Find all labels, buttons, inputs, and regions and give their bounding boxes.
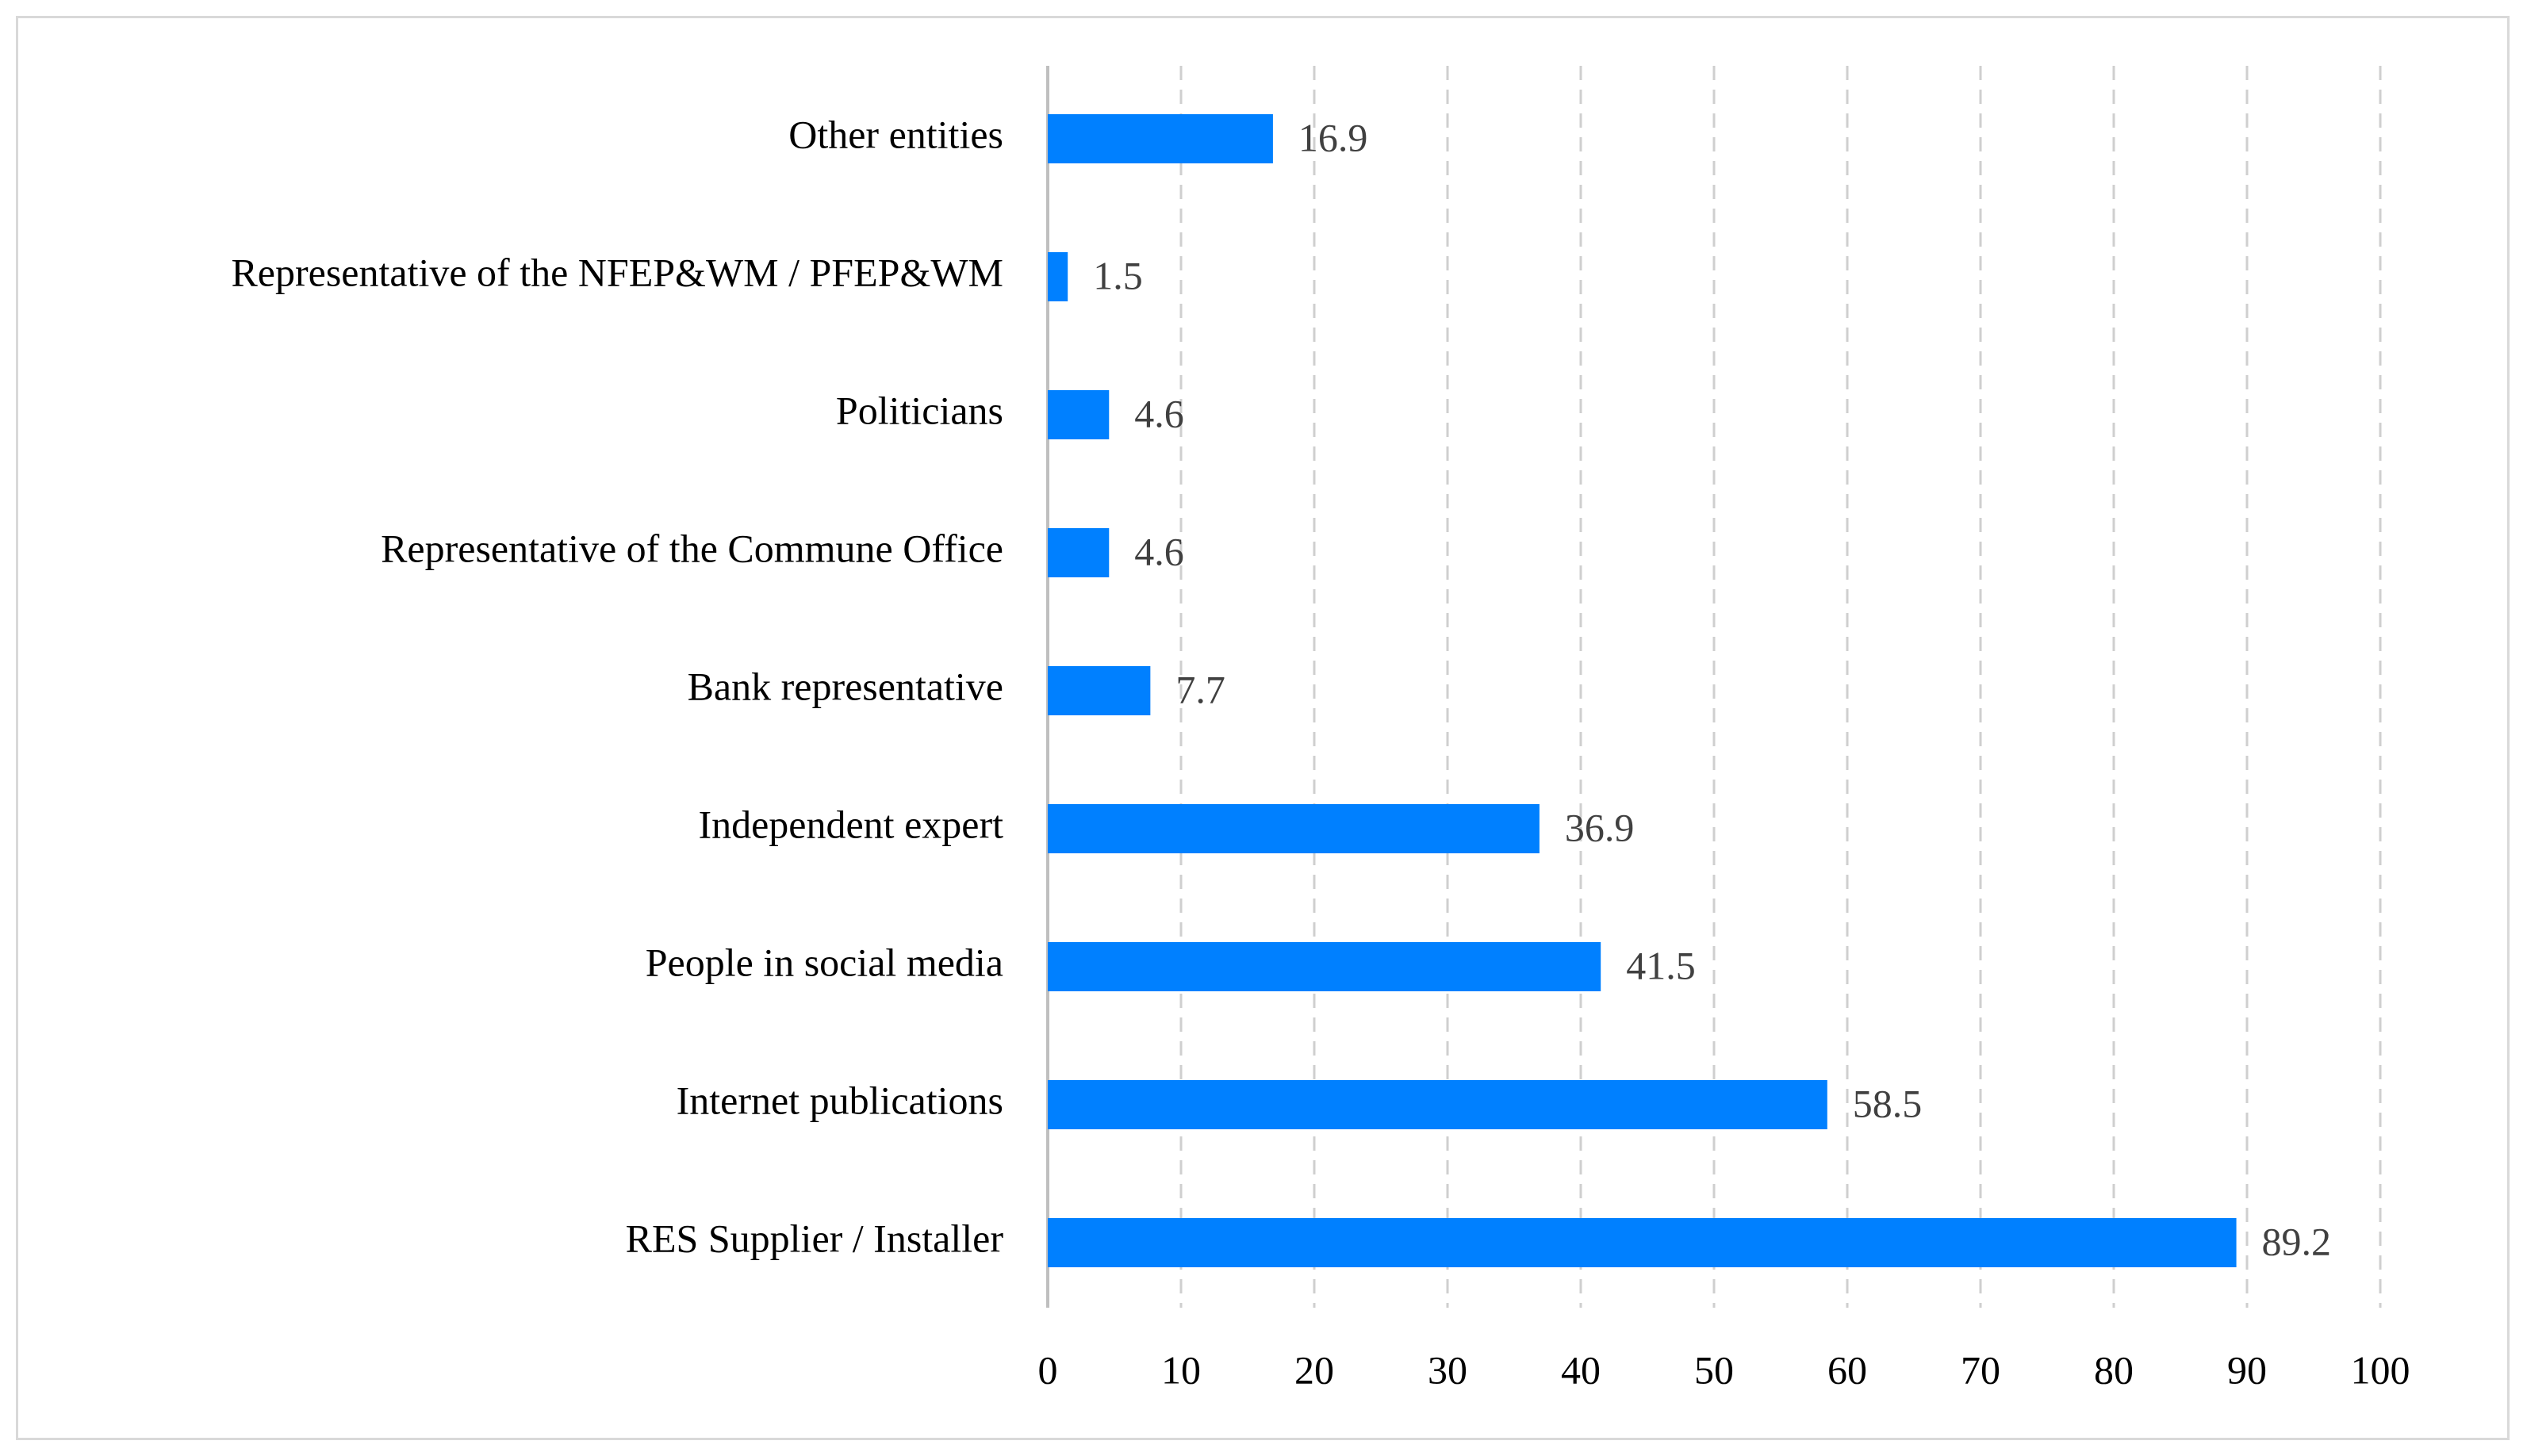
bar-9: [1048, 1218, 2237, 1267]
value-label-6: 36.9: [1565, 805, 1634, 849]
category-label-8: Internet publications: [677, 1078, 1003, 1122]
value-label-9: 89.2: [2262, 1219, 2332, 1263]
value-labels: 16.9 1.5 4.6 4.6 7.7 36.9 41.5 58.5 89.2: [1093, 115, 2331, 1263]
bar-4: [1048, 528, 1110, 577]
x-tick-label-20: 20: [1294, 1347, 1334, 1392]
bar-8: [1048, 1080, 1827, 1129]
bar-chart: Other entities Representative of the NFEP…: [231, 66, 2410, 1392]
bar-2: [1048, 252, 1068, 301]
category-label-6: Independent expert: [698, 802, 1003, 846]
bar-6: [1048, 804, 1540, 853]
x-tick-label-70: 70: [1961, 1347, 2000, 1392]
bar-7: [1048, 942, 1601, 991]
category-label-3: Politicians: [836, 388, 1003, 432]
bar-1: [1048, 114, 1273, 163]
x-tick-label-30: 30: [1428, 1347, 1467, 1392]
x-tick-label-40: 40: [1561, 1347, 1601, 1392]
category-label-9: RES Supplier / Installer: [626, 1216, 1004, 1260]
value-label-2: 1.5: [1093, 253, 1143, 297]
category-label-2: Representative of the NFEP&WM / PFEP&WM: [231, 250, 1003, 294]
x-tick-label-0: 0: [1038, 1347, 1058, 1392]
x-axis-ticks: 0 10 20 30 40 50 60 70 80 90 100: [1038, 1347, 2410, 1392]
category-label-1: Other entities: [788, 112, 1003, 156]
value-label-7: 41.5: [1626, 943, 1696, 987]
x-tick-label-50: 50: [1694, 1347, 1734, 1392]
category-label-4: Representative of the Commune Office: [381, 526, 1003, 570]
x-tick-label-80: 80: [2094, 1347, 2134, 1392]
value-label-8: 58.5: [1853, 1081, 1923, 1125]
bar-3: [1048, 390, 1110, 439]
value-label-1: 16.9: [1298, 115, 1368, 159]
bars: [1048, 114, 2237, 1267]
x-tick-label-60: 60: [1827, 1347, 1867, 1392]
bar-5: [1048, 666, 1151, 715]
category-label-5: Bank representative: [688, 664, 1003, 708]
category-labels: Other entities Representative of the NFEP…: [231, 112, 1003, 1260]
chart-frame: Other entities Representative of the NFEP…: [16, 16, 2510, 1440]
value-label-5: 7.7: [1175, 667, 1225, 711]
value-label-4: 4.6: [1134, 529, 1184, 573]
x-tick-label-10: 10: [1161, 1347, 1201, 1392]
value-label-3: 4.6: [1134, 391, 1184, 435]
category-label-7: People in social media: [646, 940, 1003, 984]
x-tick-label-90: 90: [2227, 1347, 2267, 1392]
x-tick-label-100: 100: [2351, 1347, 2410, 1392]
